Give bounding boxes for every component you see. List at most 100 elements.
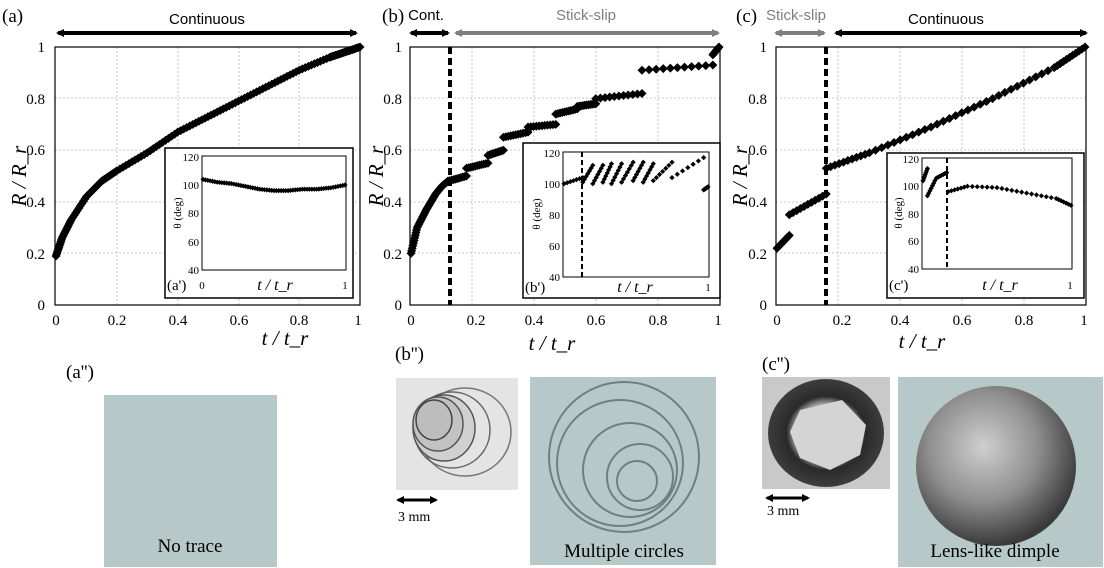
panel-c-xtick: 0 (773, 313, 781, 329)
inset-1-point (647, 167, 653, 173)
panel-b-ytick: 0.4 (383, 195, 402, 211)
inset-c-data-series (920, 165, 1074, 208)
concentric-circles (548, 381, 700, 533)
main-1-point (694, 61, 704, 71)
main-2-point (988, 94, 998, 104)
main-1-point (644, 65, 654, 75)
main-1-point (651, 64, 661, 74)
inset-0-point (340, 182, 346, 189)
main-2-point (821, 189, 831, 199)
inset-c-xlabel: t / t_r (982, 277, 1018, 294)
panel-c-ytick: 0.2 (748, 247, 767, 263)
inset-1-point (685, 165, 691, 171)
panel-a-ytick: 0.4 (26, 195, 45, 211)
main-2-point (994, 91, 1004, 101)
inset-2-point (1033, 192, 1040, 198)
panel-a-ytick: 0.8 (26, 92, 45, 108)
inset-1-point (577, 176, 583, 182)
inset-1-point (660, 168, 666, 175)
main-1-segment-1 (443, 171, 471, 186)
lens-dimple-shape (916, 386, 1076, 546)
inset-2-point (1058, 198, 1064, 204)
inset-1-point (663, 165, 669, 171)
inset-c-ytick: 80 (908, 209, 920, 221)
main-0-point (355, 42, 365, 52)
panel-a-label: (a) (2, 6, 23, 27)
main-1-segment-6 (551, 104, 582, 119)
inset-a-ytick: 60 (188, 237, 200, 249)
inset-a-ylabel: θ (deg) (172, 197, 184, 229)
no-trace-sketch (104, 395, 277, 567)
inset-1-point (570, 178, 576, 184)
panel-b-ytick: 1 (395, 40, 403, 56)
inset-1-point (608, 161, 615, 167)
inset-2-point (964, 183, 970, 189)
panel-c-xtick: 0.6 (953, 313, 972, 329)
inset-b-xlabel: t / t_r (617, 279, 653, 296)
panel-b-xtick: 1 (714, 313, 722, 329)
inset-1-point (591, 178, 598, 184)
inset-1-segment-9 (669, 155, 707, 181)
inset-2-point (945, 189, 951, 195)
panel-c-xtick: 0.4 (891, 313, 910, 329)
main-1-point (591, 99, 601, 109)
inset-2-point (951, 187, 958, 193)
panel-b-regime-label-cont: Cont. (408, 7, 444, 24)
panel-c-data-series (772, 42, 1090, 253)
inset-2-point (999, 185, 1005, 192)
inset-1-segment-3 (600, 161, 615, 185)
inset-0-segment-0 (200, 176, 348, 194)
inset-1-point (573, 177, 580, 183)
panel-c-ytick: 0.6 (748, 143, 767, 159)
panel-b-xtick: 0.4 (525, 313, 544, 329)
inset-1-point (590, 162, 596, 168)
main-2-point (1025, 75, 1035, 85)
panel-a-xtick: 0.4 (169, 313, 188, 329)
inset-1-point (656, 171, 663, 178)
inset-a-data-series (200, 176, 348, 194)
inset-b-ylabel: θ (deg) (531, 198, 543, 230)
inset-1-point (679, 168, 686, 174)
inset-1-segment-8 (650, 159, 675, 184)
inset-0-point (330, 184, 336, 190)
main-2-segment-2 (821, 42, 1090, 173)
panel-b-xtick: 0 (407, 313, 415, 329)
photo-multiple-circles (396, 378, 518, 490)
panel-c-ytick: 0.4 (748, 195, 767, 211)
inset-1-segment-5 (619, 159, 636, 185)
panel-c-inset: 40 60 80 100 120 1 (c') t / t_r θ (deg) (886, 152, 1085, 299)
inset-1-point (615, 167, 621, 174)
panel-b-data-series (406, 42, 724, 258)
inset-b-ytick: 80 (549, 210, 561, 222)
inset-1-point (705, 184, 711, 190)
inset-2-segment-2 (933, 170, 950, 181)
main-1-segment-3 (483, 145, 508, 160)
inset-1-point (590, 181, 596, 187)
panel-a-xlabel: t / t_r (262, 326, 310, 350)
inset-b-label: (b') (525, 280, 545, 296)
inset-2-point (1009, 187, 1015, 193)
inset-2-point (924, 165, 931, 172)
main-1-segment-4 (498, 127, 533, 142)
main-2-point (1018, 78, 1028, 88)
inset-1-point (666, 162, 672, 168)
inset-2-point (989, 184, 995, 190)
inset-1-point (690, 161, 696, 167)
main-1-segment-10 (708, 42, 724, 60)
panel-c-axes-text: 0 0.2 0.4 0.6 0.8 1 0 0.2 0.4 0.6 0.8 1 … (728, 40, 1088, 353)
inset-1-point (600, 162, 606, 168)
main-1-segment-0 (406, 176, 453, 258)
inset-a-ytick: 80 (188, 208, 200, 220)
inset-0-point (254, 186, 261, 192)
main-1-point (551, 119, 561, 129)
panel-a-xtick: 0.6 (230, 313, 249, 329)
inset-2-point (1038, 193, 1044, 199)
panel-c-ytick: 1 (760, 40, 768, 56)
inset-c-ytick: 120 (903, 154, 920, 166)
panel-c-regime-label-continuous: Continuous (908, 11, 984, 28)
inset-1-point (622, 172, 629, 179)
panel-a-regime-label: Continuous (169, 11, 245, 28)
panel-a-ytick: 0.2 (26, 247, 45, 263)
panel-a-xtick: 0.8 (290, 313, 309, 329)
